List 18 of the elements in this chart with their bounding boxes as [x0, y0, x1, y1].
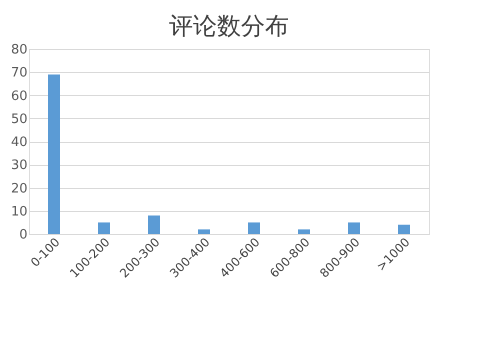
y-tick-label: 60: [10, 88, 28, 104]
bar: [248, 222, 260, 234]
y-tick-label: 80: [10, 42, 28, 58]
bar: [48, 74, 60, 234]
bar: [298, 229, 310, 234]
y-tick-label: 10: [10, 204, 28, 220]
bar: [198, 229, 210, 234]
y-tick-label: 30: [10, 158, 28, 174]
chart-title: 评论数分布: [169, 12, 289, 40]
y-tick-label: 50: [10, 112, 28, 127]
bar: [398, 224, 410, 234]
y-tick-label: 40: [10, 135, 28, 150]
bar: [148, 216, 160, 234]
y-tick-label: 0: [19, 228, 28, 242]
bar: [348, 222, 360, 234]
bar: [98, 222, 110, 234]
y-tick-label: 70: [10, 66, 28, 81]
y-tick-label: 20: [10, 181, 28, 196]
